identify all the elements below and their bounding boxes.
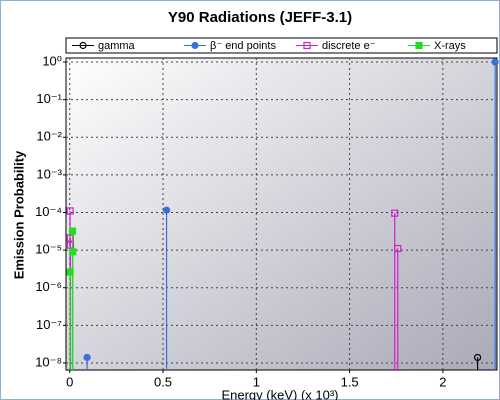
y-tick-label: 10⁻² xyxy=(36,129,62,144)
legend-marker xyxy=(191,41,199,50)
y-axis-label: Emission Probability xyxy=(11,150,26,279)
y-tick-label: 10⁻³ xyxy=(36,166,62,181)
y-tick-label: 10⁻⁴ xyxy=(35,204,62,219)
y-tick-label: 10⁻¹ xyxy=(36,91,62,106)
x-axis-label: Energy (keV) (x 10³) xyxy=(221,387,338,400)
stem-marker xyxy=(66,268,74,276)
chart-title: Y90 Radiations (JEFF-3.1) xyxy=(168,9,352,26)
stem-marker xyxy=(162,206,171,214)
x-tick-label: 2 xyxy=(439,374,446,389)
stem-marker xyxy=(473,353,482,362)
stem-marker xyxy=(83,353,91,362)
plot-area xyxy=(65,57,498,371)
stem-marker xyxy=(66,207,74,215)
legend-label: gamma xyxy=(98,40,136,52)
legend-label: discrete e⁻ xyxy=(322,40,376,52)
x-tick-label: 1.5 xyxy=(341,374,359,389)
stem-marker xyxy=(66,234,74,242)
x-tick-label: 1 xyxy=(253,374,260,389)
x-tick-label: 0 xyxy=(66,374,73,389)
legend-marker xyxy=(303,41,311,50)
legend-marker xyxy=(415,41,423,50)
y-tick-label: 10⁻⁸ xyxy=(35,354,62,369)
y-tick-label: 10⁻⁶ xyxy=(35,279,62,294)
legend-label: β⁻ end points xyxy=(210,40,276,52)
stem-marker xyxy=(491,58,499,66)
y-tick-label: 10⁻⁵ xyxy=(35,242,62,257)
stem-marker xyxy=(391,209,399,217)
legend-box xyxy=(65,37,498,54)
y-tick-label: 10⁰ xyxy=(42,53,62,68)
stem-marker xyxy=(69,248,77,256)
stem-marker xyxy=(68,227,77,235)
x-tick-label: 0.5 xyxy=(154,374,172,389)
stem-marker xyxy=(394,244,402,253)
stem-marker xyxy=(66,241,75,249)
legend-marker xyxy=(79,41,87,50)
legend-label: X-rays xyxy=(434,40,466,52)
y-tick-label: 10⁻⁷ xyxy=(36,317,62,332)
